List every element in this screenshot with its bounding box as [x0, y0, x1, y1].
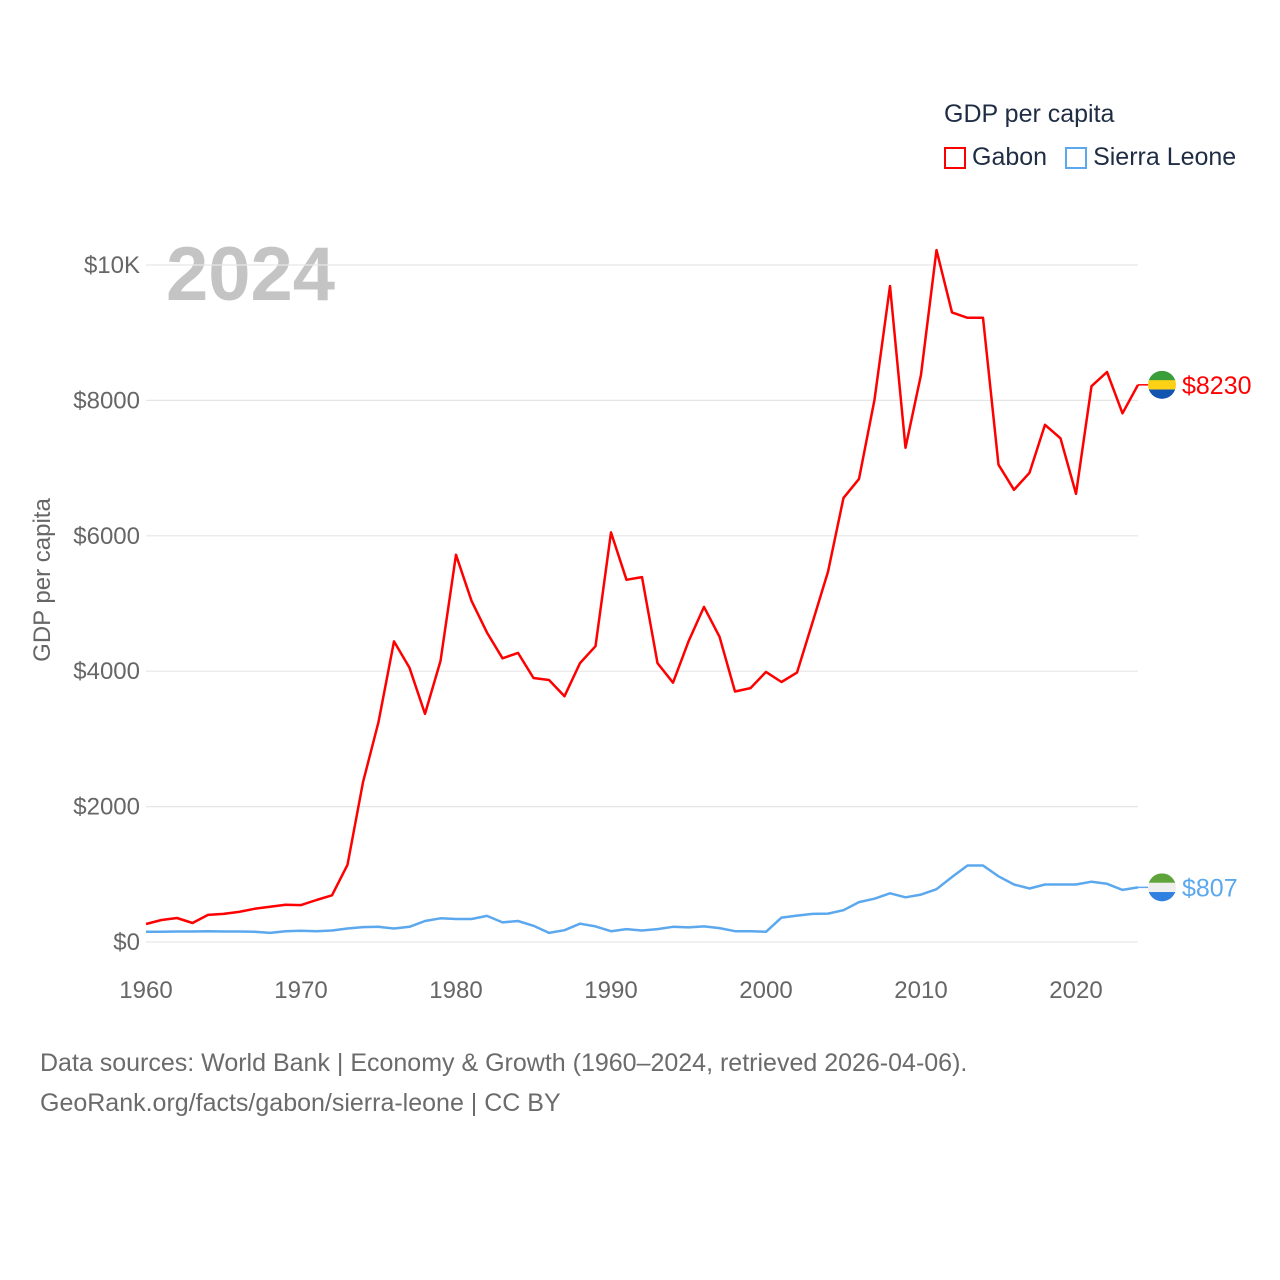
series-line-sierra-leone [146, 864, 1139, 935]
y-tick-label: $4000 [73, 658, 140, 685]
flag-stripe [1148, 873, 1176, 884]
end-value-label-sierra-leone: $807 [1182, 874, 1238, 902]
y-tick-label: $10K [84, 252, 140, 279]
x-tick-label: 1990 [584, 977, 637, 1004]
footer: Data sources: World Bank | Economy & Gro… [40, 1043, 967, 1123]
legend-label-gabon: Gabon [972, 143, 1048, 171]
y-tick-label: $8000 [73, 387, 140, 414]
x-tick-label: 2020 [1049, 977, 1102, 1004]
y-tick-label: $2000 [73, 794, 140, 821]
flag-stripe [1148, 380, 1176, 390]
x-tick-label: 1960 [119, 977, 172, 1004]
source-link[interactable]: GeoRank.org/facts/gabon/sierra-leone | C… [40, 1089, 561, 1117]
legend-item-gabon[interactable]: Gabon [944, 143, 1047, 172]
legend-title: GDP per capita [944, 100, 1115, 128]
legend-swatch-gabon [944, 146, 966, 169]
flag-stripe [1148, 389, 1176, 399]
x-tick-label: 1980 [429, 977, 482, 1004]
series-line-gabon [145, 248, 1140, 926]
x-tick-label: 1970 [274, 977, 327, 1004]
x-tick-label: 2000 [739, 977, 792, 1004]
x-tick-label: 2010 [894, 977, 947, 1004]
flag-stripe [1148, 882, 1176, 893]
year-watermark: 2024 [166, 232, 335, 317]
data-source-text: Data sources: World Bank | Economy & Gro… [40, 1049, 968, 1077]
legend: Gabon Sierra Leone [944, 143, 1236, 172]
flag-stripe [1148, 892, 1176, 902]
legend-label-sierra-leone: Sierra Leone [1093, 143, 1237, 171]
end-value-label-gabon: $8230 [1182, 372, 1252, 400]
flag-stripe [1148, 370, 1176, 381]
legend-item-sierra-leone[interactable]: Sierra Leone [1065, 143, 1236, 172]
legend-swatch-sierra-leone [1065, 146, 1088, 169]
flag-icon-sierra-leone [1148, 873, 1176, 902]
flag-icon-gabon [1148, 370, 1176, 399]
y-tick-label: $0 [113, 929, 140, 956]
y-axis-label: GDP per capita [29, 498, 56, 662]
y-tick-label: $6000 [73, 523, 140, 550]
